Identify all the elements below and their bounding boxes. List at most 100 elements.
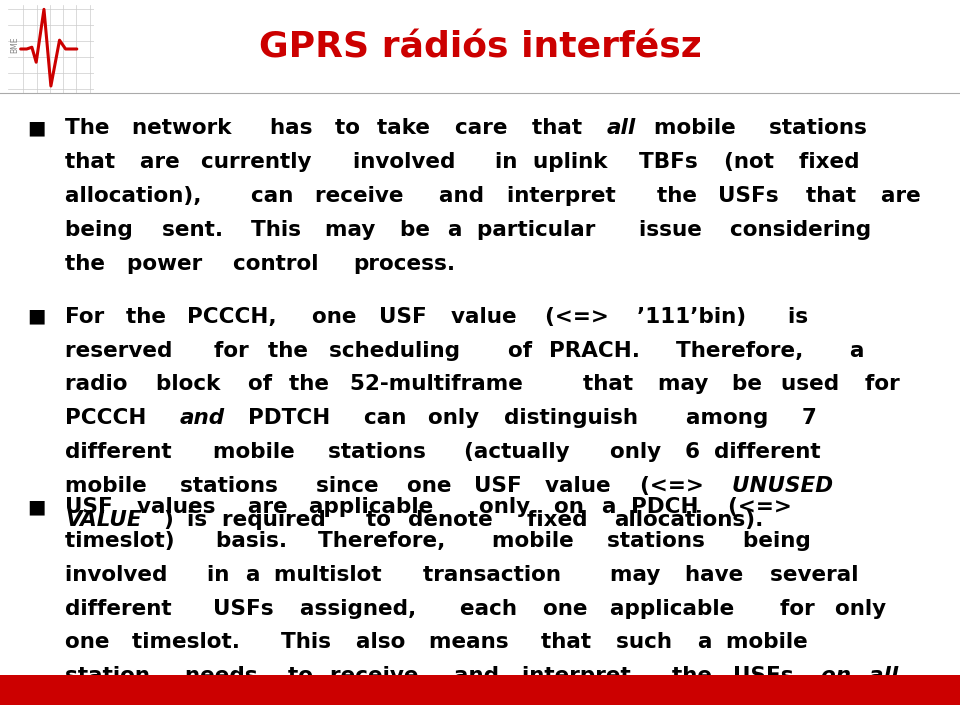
Text: This: This (251, 220, 308, 240)
Text: value: value (545, 476, 618, 496)
Text: timeslots: timeslots (214, 700, 326, 705)
Text: since: since (317, 476, 387, 496)
Text: are: are (139, 152, 187, 172)
Text: particular: particular (476, 220, 603, 240)
Text: are: are (880, 186, 928, 206)
Text: block: block (156, 374, 228, 394)
Text: for: for (780, 599, 823, 618)
Text: mobile: mobile (654, 118, 743, 138)
Text: issue: issue (639, 220, 709, 240)
Text: TBFs: TBFs (639, 152, 706, 172)
Text: sent.: sent. (162, 220, 231, 240)
Text: several: several (770, 565, 866, 584)
Text: (actually: (actually (464, 442, 577, 462)
Text: the: the (126, 307, 173, 326)
Text: are: are (248, 497, 295, 517)
Text: USF: USF (474, 476, 529, 496)
Text: Therefore,: Therefore, (676, 341, 811, 360)
Text: USFs: USFs (732, 666, 801, 686)
Text: among: among (686, 408, 776, 428)
Text: applicable: applicable (611, 599, 742, 618)
Text: PCCCH: PCCCH (65, 408, 155, 428)
Text: that: that (806, 186, 864, 206)
Text: that: that (533, 118, 590, 138)
Text: ■: ■ (27, 497, 46, 516)
Text: on: on (554, 497, 591, 517)
Text: timeslot): timeslot) (65, 531, 182, 551)
Text: have: have (684, 565, 751, 584)
Text: reserved: reserved (65, 341, 180, 360)
Text: all: all (869, 666, 906, 686)
Text: care: care (455, 118, 515, 138)
Text: 6: 6 (685, 442, 708, 462)
Text: denote: denote (408, 510, 500, 529)
Text: for: for (213, 341, 255, 360)
Text: involved: involved (65, 565, 175, 584)
Text: station: station (65, 666, 157, 686)
Text: value: value (450, 307, 524, 326)
Text: BME: BME (11, 37, 19, 53)
Text: involved: involved (353, 152, 463, 172)
Text: receive: receive (316, 186, 412, 206)
Text: USFs: USFs (212, 599, 280, 618)
Text: take: take (377, 118, 438, 138)
Text: stations: stations (769, 118, 875, 138)
Text: is: is (787, 307, 815, 326)
Text: transaction: transaction (422, 565, 568, 584)
Text: only: only (428, 408, 487, 428)
Text: assigned,: assigned, (300, 599, 424, 618)
Text: allocation),: allocation), (65, 186, 209, 206)
Text: one: one (312, 307, 364, 326)
Text: (not: (not (725, 152, 782, 172)
Text: only: only (835, 599, 894, 618)
Text: process.: process. (353, 254, 455, 274)
Text: distinguish: distinguish (504, 408, 645, 428)
Text: that: that (583, 374, 641, 394)
Text: receive: receive (330, 666, 426, 686)
Text: different: different (714, 442, 828, 462)
Text: of: of (508, 341, 540, 360)
Text: and: and (440, 186, 492, 206)
Text: the: the (672, 666, 719, 686)
Text: a: a (448, 220, 470, 240)
Text: and: and (180, 408, 225, 428)
Text: applicable: applicable (308, 497, 441, 517)
Text: uplink: uplink (533, 152, 615, 172)
Text: currently: currently (201, 152, 319, 172)
Text: ■: ■ (27, 118, 46, 137)
Text: fixed: fixed (527, 510, 595, 529)
Text: can: can (252, 186, 301, 206)
Bar (0, 675, 960, 705)
Text: being: being (743, 531, 818, 551)
Text: (<=>: (<=> (639, 476, 711, 496)
Text: required: required (222, 510, 333, 529)
Text: in: in (207, 565, 237, 584)
Text: USFs: USFs (718, 186, 786, 206)
Text: on: on (821, 666, 858, 686)
Text: that: that (65, 152, 123, 172)
Text: a: a (850, 341, 872, 360)
Text: The: The (65, 118, 117, 138)
Text: network: network (132, 118, 239, 138)
Text: PRACH.: PRACH. (549, 341, 647, 360)
Text: Therefore,: Therefore, (318, 531, 453, 551)
Text: the: the (65, 254, 112, 274)
Text: values: values (136, 497, 223, 517)
Text: a: a (246, 565, 268, 584)
Text: a: a (698, 632, 720, 652)
Text: for: for (865, 374, 907, 394)
Text: control: control (233, 254, 326, 274)
Text: PDTCH: PDTCH (248, 408, 338, 428)
Text: being: being (65, 220, 140, 240)
Text: power: power (127, 254, 209, 274)
Text: different: different (65, 442, 180, 462)
Text: is: is (186, 510, 214, 529)
Text: all: all (607, 118, 636, 138)
Text: only: only (478, 497, 538, 517)
Text: also: also (355, 632, 413, 652)
Text: can: can (364, 408, 414, 428)
Text: (<=>: (<=> (545, 307, 616, 326)
Text: may: may (611, 565, 668, 584)
Text: may: may (658, 374, 715, 394)
Text: scheduling: scheduling (329, 341, 468, 360)
